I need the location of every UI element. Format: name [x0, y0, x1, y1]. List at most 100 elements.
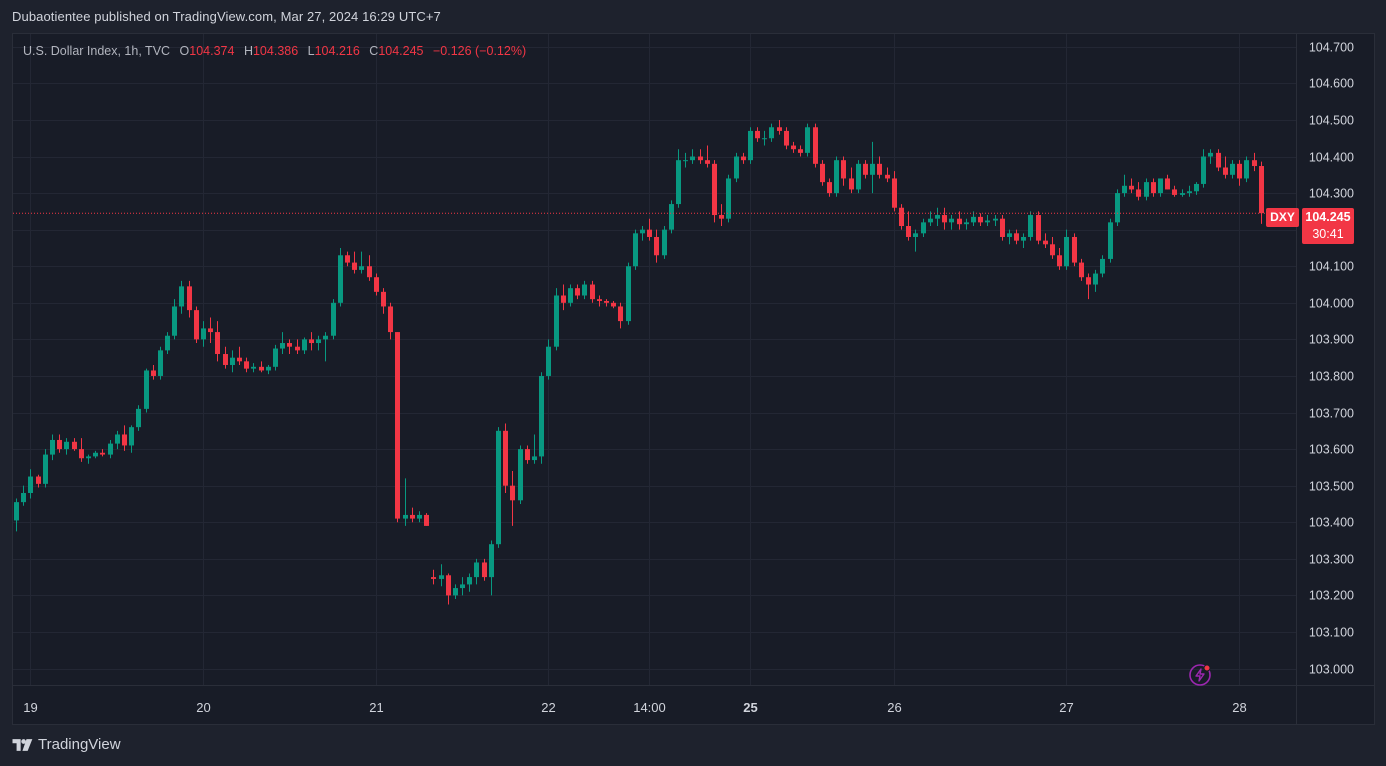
- candle-body: [302, 339, 307, 351]
- time-axis-label: 25: [743, 700, 757, 715]
- lightning-icon[interactable]: [1188, 663, 1212, 687]
- candle-body: [1108, 222, 1113, 259]
- candle-body: [79, 449, 84, 459]
- low-label: L: [307, 44, 315, 58]
- candle-body: [1180, 193, 1185, 195]
- candle-body: [215, 332, 220, 355]
- time-axis-label: 22: [541, 700, 555, 715]
- candle-body: [698, 156, 703, 161]
- candle-body: [1223, 167, 1228, 175]
- symbol-tag: DXY: [1266, 208, 1299, 227]
- candle-body: [935, 215, 940, 219]
- price-axis-label: 103.200: [1309, 589, 1354, 603]
- candle-body: [841, 160, 846, 179]
- publisher-line: Dubaotientee published on TradingView.co…: [12, 9, 441, 24]
- candle-body: [1014, 233, 1019, 241]
- candle-body: [676, 160, 681, 205]
- candle-body: [1122, 185, 1127, 194]
- bar-countdown: 30:41: [1312, 227, 1344, 241]
- candlestick-chart[interactable]: 104.700 104.600 104.500 104.400 104.300 104.2…: [13, 34, 1374, 724]
- candle-body: [626, 266, 631, 322]
- candle-body: [417, 514, 422, 519]
- candle-body: [705, 160, 710, 164]
- candle-body: [949, 218, 954, 223]
- candle-body: [1050, 244, 1055, 256]
- candle-body: [1086, 277, 1091, 285]
- chart-pane[interactable]: 104.700 104.600 104.500 104.400 104.300 104.2…: [12, 33, 1375, 725]
- candle-body: [1043, 240, 1048, 245]
- candle-body: [1057, 255, 1062, 267]
- candle-body: [309, 339, 314, 344]
- candle-body: [719, 215, 724, 219]
- candle-body: [546, 346, 551, 376]
- change-value: −0.126 (−0.12%): [432, 44, 527, 58]
- candle-body: [388, 306, 393, 333]
- candle-body: [323, 335, 328, 340]
- candle-body: [856, 163, 861, 190]
- candle-body: [1007, 233, 1012, 237]
- candle-body: [1100, 258, 1105, 274]
- candle-body: [1237, 163, 1242, 179]
- candle-body: [115, 434, 120, 444]
- candle-body: [259, 366, 264, 371]
- candle-body: [561, 295, 566, 303]
- candle-body: [43, 454, 48, 484]
- candle-body: [93, 452, 98, 457]
- candle-body: [208, 328, 213, 333]
- candle-body: [331, 302, 336, 336]
- ohlc-legend: U.S. Dollar Index, 1h, TVC O104.374 H104…: [23, 44, 526, 58]
- candle-body: [295, 346, 300, 351]
- price-axis-label: 104.000: [1309, 297, 1354, 311]
- candle-body: [338, 255, 343, 303]
- brand-name: TradingView: [38, 736, 121, 753]
- candle-body: [395, 332, 400, 519]
- time-axis-label: 19: [23, 700, 37, 715]
- candle-body: [1093, 273, 1098, 285]
- candle-body: [439, 575, 444, 579]
- candle-body: [834, 160, 839, 194]
- candle-body: [503, 430, 508, 486]
- candle-body: [403, 514, 408, 519]
- candle-body: [734, 156, 739, 179]
- candle-body: [791, 145, 796, 150]
- candle-body: [798, 149, 803, 153]
- candle-body: [280, 343, 285, 349]
- candle-body: [518, 449, 523, 501]
- candle-body: [827, 182, 832, 194]
- candle-body: [1252, 160, 1257, 167]
- price-axis-label: 103.900: [1309, 333, 1354, 347]
- candle-body: [748, 130, 753, 161]
- candle-body: [151, 370, 156, 376]
- candle-body: [352, 262, 357, 270]
- tradingview-logo[interactable]: TradingView: [12, 736, 121, 753]
- candle-body: [108, 443, 113, 455]
- price-axis-label: 104.300: [1309, 187, 1354, 201]
- price-axis-label: 103.000: [1309, 663, 1354, 677]
- time-axis-label: 14:00: [633, 700, 666, 715]
- candle-body: [683, 160, 688, 162]
- candle-body: [1259, 166, 1264, 214]
- candle-body: [1136, 189, 1141, 197]
- candle-body: [158, 350, 163, 376]
- candle-body: [777, 127, 782, 131]
- candle-body: [762, 138, 767, 140]
- candle-body: [1172, 189, 1177, 195]
- candle-body: [36, 476, 41, 484]
- candle-body: [136, 408, 141, 428]
- candle-body: [957, 218, 962, 225]
- candle-body: [446, 575, 451, 596]
- candle-body: [978, 216, 983, 223]
- candle-body: [525, 449, 530, 461]
- candle-body: [359, 266, 364, 270]
- last-price-value: 104.245: [1305, 210, 1351, 224]
- candle-body: [928, 218, 933, 223]
- candle-body: [194, 310, 199, 340]
- candle-body: [1158, 178, 1163, 194]
- candle-body: [14, 502, 19, 521]
- price-axis-label: 104.600: [1309, 77, 1354, 91]
- time-axis-label: 27: [1059, 700, 1073, 715]
- candle-body: [64, 441, 69, 450]
- candle-body: [1072, 236, 1077, 263]
- candle-body: [985, 220, 990, 223]
- candle-body: [489, 544, 494, 578]
